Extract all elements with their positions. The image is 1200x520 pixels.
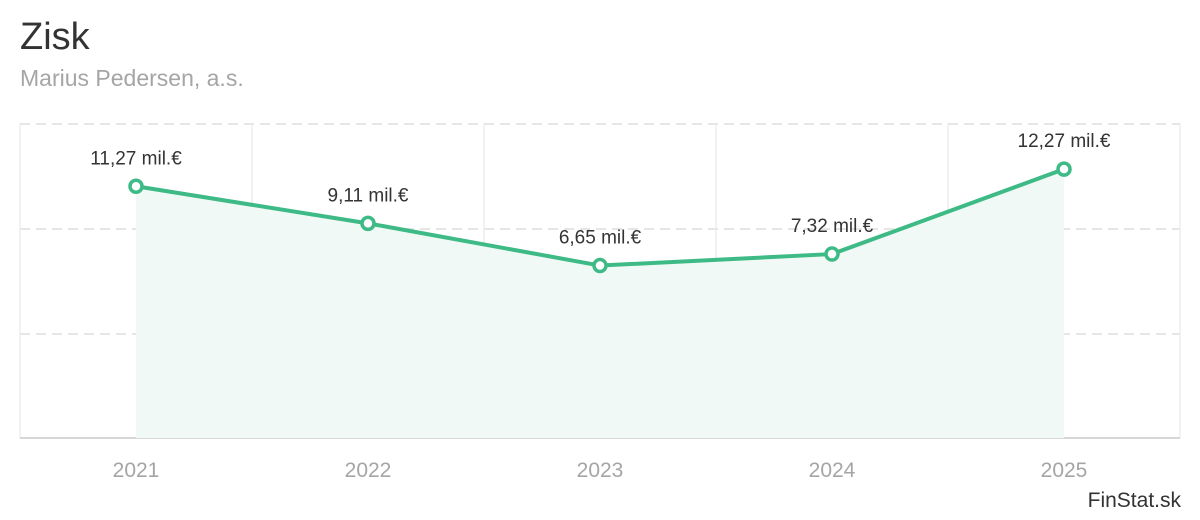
- data-labels: 11,27 mil.€ 9,11 mil.€ 6,65 mil.€ 7,32 mil.…: [90, 131, 1111, 248]
- data-point-2024: [824, 246, 840, 262]
- x-axis-ticks: 2021 2022 2023 2024 2025: [113, 459, 1088, 482]
- x-tick-2023: 2023: [577, 459, 624, 482]
- data-point-2022: [360, 215, 376, 232]
- x-tick-2024: 2024: [809, 459, 856, 482]
- x-tick-2021: 2021: [113, 459, 160, 482]
- credit-link[interactable]: FinStat.sk: [1087, 489, 1181, 512]
- data-label-2021: 11,27 mil.€: [90, 148, 182, 169]
- data-label-2024: 7,32 mil.€: [791, 216, 874, 237]
- data-label-2022: 9,11 mil.€: [328, 185, 409, 206]
- area-fill-path: [136, 169, 1064, 438]
- data-point-2023: [592, 257, 608, 274]
- area-fill: [136, 169, 1064, 438]
- x-tick-2025: 2025: [1041, 459, 1088, 482]
- data-point-2025: [1056, 161, 1072, 177]
- chart-title: Zisk: [20, 16, 90, 58]
- data-label-2025: 12,27 mil.€: [1018, 131, 1111, 152]
- data-point-2021: [128, 178, 144, 195]
- data-label-2023: 6,65 mil.€: [559, 228, 642, 249]
- data-points: [128, 161, 1072, 274]
- chart-subtitle: Marius Pedersen, a.s.: [20, 65, 244, 91]
- x-tick-2022: 2022: [345, 459, 392, 482]
